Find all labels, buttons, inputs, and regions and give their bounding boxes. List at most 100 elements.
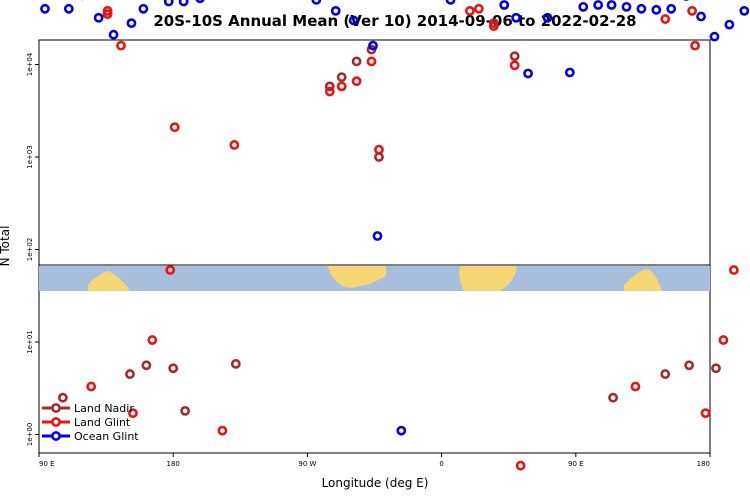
x-tick-label: 0: [439, 460, 443, 468]
data-point: [128, 408, 138, 419]
data-point: [499, 0, 510, 10]
data-point: [372, 231, 383, 241]
data-point: [488, 21, 499, 32]
data-point: [63, 3, 74, 14]
data-point: [509, 51, 520, 62]
y-tick-label: 1e+02: [26, 238, 34, 262]
y-tick-label: 1e+04: [26, 52, 34, 76]
legend-item: Land Glint: [42, 416, 131, 429]
data-point: [509, 60, 520, 71]
legend-item: Ocean Glint: [42, 430, 139, 443]
data-point: [630, 381, 641, 392]
series-land-glint: [86, 3, 739, 471]
legend-label: Ocean Glint: [74, 430, 139, 443]
data-point: [180, 405, 191, 416]
y-tick-label: 1e+03: [26, 145, 34, 169]
data-point: [93, 12, 104, 23]
chart-title: 20S-10S Annual Mean (Ver 10) 2014-09-06 …: [153, 12, 636, 30]
data-point: [330, 5, 341, 16]
x-tick-label: 90 E: [39, 460, 55, 468]
data-point: [57, 392, 68, 403]
data-point: [473, 3, 484, 14]
data-point: [351, 76, 362, 87]
data-point: [336, 81, 347, 92]
x-tick-label: 180: [697, 460, 710, 468]
data-point: [116, 40, 126, 51]
data-point: [687, 5, 698, 16]
legend-marker: [51, 403, 61, 413]
data-point: [374, 144, 384, 155]
data-point: [86, 381, 97, 392]
data-point: [141, 360, 152, 371]
y-axis-label: N Total: [0, 226, 12, 267]
data-point: [636, 3, 647, 14]
data-point: [728, 265, 739, 275]
data-point: [690, 40, 700, 51]
legend-label: Land Glint: [74, 416, 131, 429]
data-point: [324, 86, 335, 97]
data-point: [366, 56, 377, 67]
data-point: [465, 5, 475, 16]
data-point: [724, 19, 735, 30]
land-africa: [459, 266, 517, 291]
series-land-nadir: [57, 18, 721, 416]
data-point: [138, 3, 149, 14]
x-axis: 90 E 180 90 W 0 90 E 180: [38, 453, 711, 468]
data-point: [108, 29, 119, 40]
x-tick-label: 90 E: [568, 460, 584, 468]
data-point: [660, 369, 671, 379]
data-point: [564, 67, 575, 78]
data-point: [217, 425, 228, 436]
data-point: [396, 425, 407, 436]
legend-item: Land Nadir: [42, 402, 134, 415]
data-point: [709, 31, 720, 42]
data-point: [324, 81, 335, 92]
data-point: [700, 408, 711, 419]
data-point: [542, 12, 553, 23]
data-point: [739, 5, 750, 16]
data-point: [195, 0, 205, 4]
data-point: [168, 363, 179, 374]
data-point: [125, 369, 135, 379]
data-point: [169, 122, 180, 133]
data-point: [651, 4, 662, 15]
data-point: [684, 360, 695, 371]
data-point: [511, 12, 522, 23]
x-tick-label: 180: [167, 460, 180, 468]
data-point: [165, 265, 176, 275]
data-point: [230, 358, 241, 369]
world-map-strip: [39, 264, 710, 291]
data-point: [621, 1, 632, 12]
data-point: [351, 56, 362, 67]
legend-marker: [51, 431, 61, 441]
data-point: [523, 68, 533, 79]
data-point: [718, 335, 729, 345]
data-point: [336, 72, 347, 83]
data-point: [660, 14, 671, 24]
land-australia-east: [624, 269, 662, 291]
data-point: [445, 0, 456, 5]
data-point: [178, 0, 189, 7]
y-tick-label: 1e+01: [26, 330, 34, 354]
data-point: [593, 0, 604, 10]
data-point: [608, 392, 618, 403]
x-axis-label: Longitude (deg E): [322, 476, 429, 490]
series-ocean-glint: [40, 0, 750, 436]
data-point: [163, 0, 174, 7]
legend-label: Land Nadir: [74, 402, 134, 415]
land-south-america: [327, 266, 386, 288]
x-tick-label: 90 W: [298, 460, 316, 468]
data-point: [515, 460, 526, 471]
data-series: [40, 0, 750, 471]
data-point: [578, 1, 589, 12]
y-tick-label: 1e+00: [26, 423, 34, 447]
plot-border: [38, 39, 711, 454]
land-australia-west: [88, 271, 130, 291]
data-point: [311, 0, 322, 5]
data-point: [229, 140, 240, 150]
data-point: [126, 18, 137, 29]
data-point: [666, 3, 677, 14]
legend-marker: [51, 417, 61, 427]
